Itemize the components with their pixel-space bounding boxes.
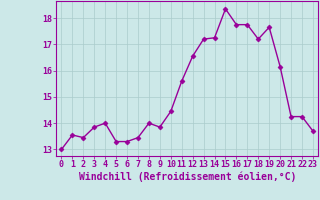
X-axis label: Windchill (Refroidissement éolien,°C): Windchill (Refroidissement éolien,°C) — [78, 172, 296, 182]
